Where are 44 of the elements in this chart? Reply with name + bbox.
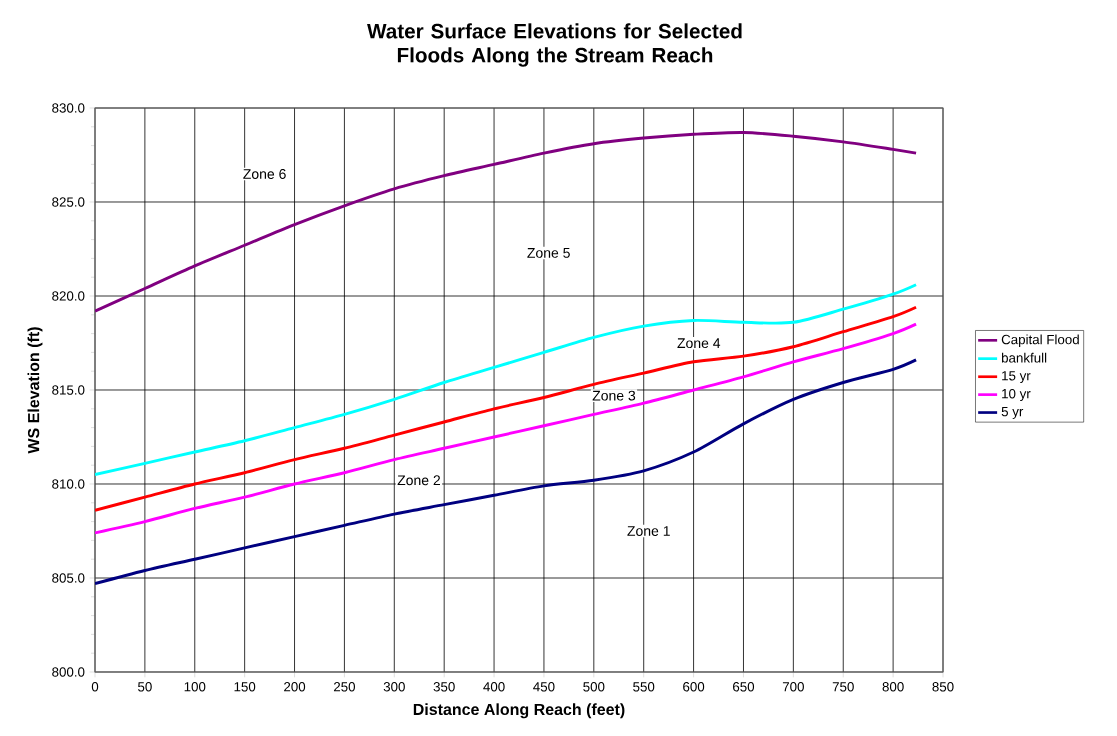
- x-tick-label: 500: [583, 682, 605, 692]
- x-tick-label: 0: [91, 682, 99, 692]
- annotation: Zone 5: [527, 248, 570, 258]
- annotation: Zone 4: [677, 338, 721, 349]
- y-tick-label: 815.0: [52, 385, 85, 395]
- x-axis-title: Distance Along Reach (feet): [413, 703, 625, 719]
- annotation: Zone 1: [627, 526, 670, 536]
- legend-label: 15 yr: [1002, 371, 1031, 384]
- x-tick-label: 200: [284, 682, 306, 692]
- chart-title: Water Surface Elevations for Selected Floods Along the Stream Reach: [367, 23, 742, 67]
- y-tick-label: 800.0: [52, 667, 85, 677]
- line-series: [95, 358, 918, 586]
- x-tick-label: 300: [383, 682, 405, 692]
- legend-label: Capital Flood: [1001, 334, 1079, 347]
- annotation: Zone 2: [397, 475, 440, 486]
- x-tick-label: 550: [633, 682, 655, 692]
- line-series: [95, 305, 918, 512]
- legend-label: 10 yr: [1002, 388, 1031, 402]
- y-tick-label: 810.0: [52, 479, 85, 489]
- legend-label: 5 yr: [1001, 406, 1024, 419]
- x-tick-label: 400: [483, 682, 505, 692]
- x-tick-label: 750: [832, 682, 854, 692]
- x-tick-label: 100: [184, 682, 206, 692]
- x-tick-label: 850: [932, 682, 954, 692]
- legend-label: bankfull: [1001, 352, 1047, 363]
- line-series: [95, 322, 918, 535]
- x-tick-label: 350: [433, 682, 455, 692]
- x-tick-label: 150: [234, 682, 256, 692]
- y-tick-label: 805.0: [52, 573, 85, 583]
- annotation: Zone 3: [592, 390, 636, 401]
- annotation: Zone 6: [243, 169, 286, 179]
- y-tick-label: 820.0: [52, 291, 85, 301]
- y-tick-label: 830.0: [52, 103, 85, 113]
- y-axis-title: WS Elevation (ft): [27, 327, 43, 454]
- line-series: [95, 283, 918, 477]
- x-tick-label: 700: [782, 682, 804, 692]
- x-tick-label: 450: [533, 682, 555, 692]
- x-tick-label: 800: [882, 682, 904, 692]
- x-tick-label: 250: [333, 682, 356, 692]
- y-tick-label: 825.0: [52, 197, 85, 207]
- x-tick-label: 50: [138, 682, 152, 692]
- x-tick-label: 650: [733, 682, 755, 692]
- line-series: [95, 130, 918, 313]
- x-tick-label: 600: [683, 682, 705, 692]
